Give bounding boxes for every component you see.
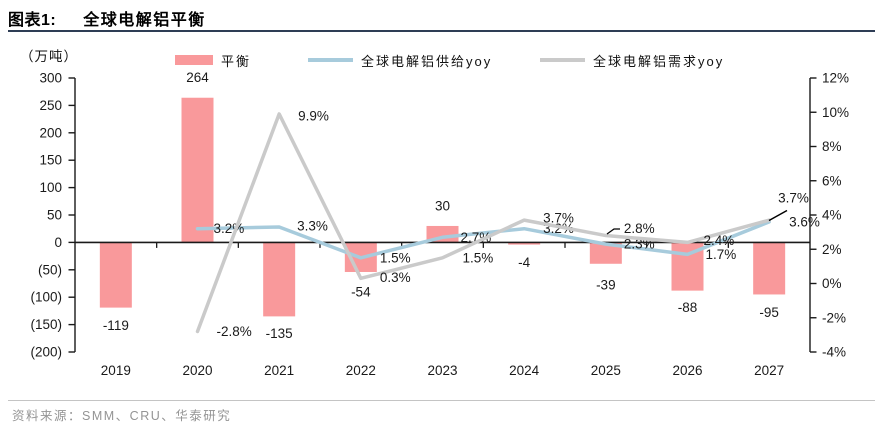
legend-item-balance: 平衡: [175, 50, 251, 70]
demand-yoy-label: 2.8%: [624, 221, 655, 236]
left-axis-tick-label: 0: [54, 235, 62, 250]
supply-yoy-label: 2.7%: [461, 230, 492, 245]
right-axis-tick-label: 12%: [822, 71, 849, 86]
supply-yoy-label: 3.6%: [789, 214, 820, 229]
figure-title: 全球电解铝平衡: [83, 12, 206, 29]
right-axis-tick-label: 10%: [822, 105, 849, 120]
left-axis-tick-label: 300: [39, 71, 62, 86]
right-axis-tick-label: -2%: [822, 310, 846, 325]
bar-label: 30: [435, 198, 450, 213]
supply-yoy-label: 2.3%: [624, 237, 655, 252]
bar-2021: [263, 242, 296, 317]
demand-yoy-label: 0.3%: [380, 270, 411, 285]
bar-label: -95: [759, 305, 779, 320]
legend-label-supply-yoy: 全球电解铝供给yoy: [361, 53, 493, 69]
bar-2019: [99, 242, 132, 308]
left-axis-unit: （万吨）: [20, 49, 78, 64]
demand-yoy-label: 3.7%: [543, 211, 574, 226]
figure-label: 图表1:: [8, 12, 57, 29]
x-axis-label: 2023: [427, 363, 457, 378]
demand-yoy-label: 3.7%: [778, 191, 809, 206]
x-axis-label: 2020: [182, 363, 212, 378]
legend-label-demand-yoy: 全球电解铝需求yoy: [593, 53, 725, 69]
demand-yoy-label: 1.5%: [463, 250, 494, 265]
figure-header: 图表1: 全球电解铝平衡: [8, 6, 206, 30]
demand-yoy-line: [195, 112, 771, 334]
supply-yoy-label: 3.2%: [543, 221, 574, 236]
bar-2023: [426, 225, 459, 243]
supply-yoy-label: 1.7%: [706, 247, 737, 262]
left-axis-tick-label: (200): [30, 345, 62, 360]
source-note: 资料来源：SMM、CRU、华泰研究: [12, 409, 232, 423]
x-axis-label: 2027: [754, 363, 784, 378]
bar-2027: [753, 242, 786, 295]
supply-yoy-line: [195, 220, 771, 260]
legend-supply-line-swatch: [308, 58, 353, 62]
supply-yoy-label: 3.2%: [214, 221, 245, 236]
left-axis-tick-label: (150): [30, 317, 62, 332]
leader-line-2025: [606, 228, 620, 235]
x-axis-label: 2026: [672, 363, 702, 378]
bar-label: -88: [678, 300, 698, 315]
left-axis-tick-label: 150: [39, 153, 62, 168]
bar-2024: [508, 242, 541, 245]
legend-item-supply-yoy: 全球电解铝供给yoy: [308, 50, 492, 70]
bar-label: -119: [103, 318, 129, 333]
demand-yoy-label: 2.4%: [704, 233, 735, 248]
right-axis-tick-label: 2%: [822, 242, 842, 257]
supply-yoy-label: 3.3%: [297, 218, 328, 233]
right-axis-tick-label: 6%: [822, 173, 842, 188]
demand-yoy-label: -2.8%: [217, 324, 252, 339]
x-axis-label: 2021: [264, 363, 294, 378]
bar-2025: [589, 242, 622, 264]
left-axis-tick-label: 50: [47, 208, 62, 223]
left-axis-tick-label: 250: [39, 98, 62, 113]
right-axis-tick-label: 8%: [822, 139, 842, 154]
left-axis-tick-label: (100): [30, 290, 62, 305]
x-axis-label: 2024: [509, 363, 540, 378]
x-axis-label: 2022: [346, 363, 376, 378]
supply-yoy-label: 1.5%: [380, 250, 411, 265]
bar-2026: [671, 242, 704, 291]
bar-label: -39: [596, 277, 616, 292]
legend-demand-line-swatch: [540, 58, 585, 62]
legend-label-balance: 平衡: [221, 53, 252, 69]
bar-label: 264: [186, 70, 209, 85]
source-divider: [8, 400, 875, 401]
x-axis-label: 2025: [591, 363, 621, 378]
legend-item-demand-yoy: 全球电解铝需求yoy: [540, 50, 724, 70]
right-axis-tick-label: -4%: [822, 345, 846, 360]
leader-line-2027: [768, 209, 788, 222]
left-axis-tick-label: (50): [38, 262, 62, 277]
legend-bar-swatch: [175, 55, 213, 65]
bar-label: -4: [518, 255, 530, 270]
x-axis-label: 2019: [101, 363, 131, 378]
right-axis-tick-label: 4%: [822, 208, 842, 223]
bar-2020: [181, 97, 214, 243]
right-axis-tick-label: 0%: [822, 276, 842, 291]
left-axis-tick-label: 200: [39, 125, 62, 140]
left-axis-tick-label: 100: [39, 180, 62, 195]
bar-label: -54: [351, 284, 371, 299]
title-divider: [8, 30, 875, 32]
bar-label: -135: [266, 326, 293, 341]
demand-yoy-label: 9.9%: [298, 108, 329, 123]
bar-2022: [344, 242, 377, 272]
